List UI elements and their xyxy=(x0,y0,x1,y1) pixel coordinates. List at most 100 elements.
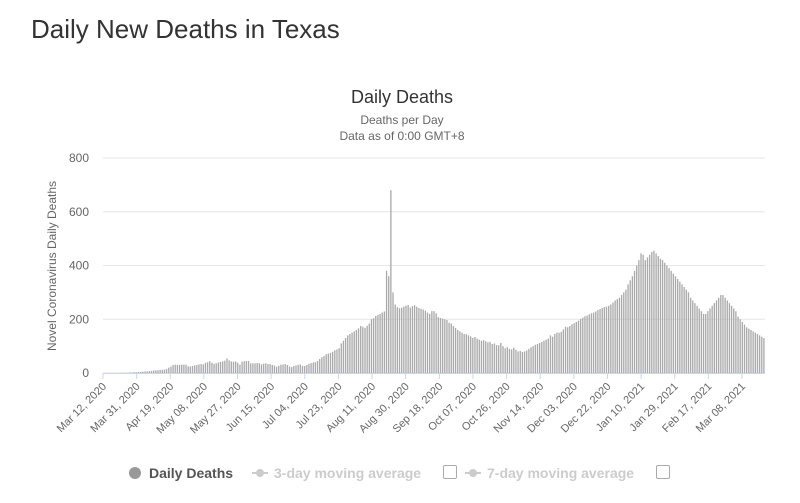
bar[interactable] xyxy=(344,338,347,373)
bar[interactable] xyxy=(461,332,463,373)
bar[interactable] xyxy=(191,366,194,373)
bar[interactable] xyxy=(528,348,530,373)
bar[interactable] xyxy=(610,304,612,373)
bar[interactable] xyxy=(752,331,754,373)
bar[interactable] xyxy=(564,326,567,373)
bar[interactable] xyxy=(219,361,222,373)
bar[interactable] xyxy=(364,327,366,373)
bar[interactable] xyxy=(515,349,517,373)
bar[interactable] xyxy=(258,363,261,373)
bar[interactable] xyxy=(319,359,321,373)
bar[interactable] xyxy=(480,340,483,373)
bar[interactable] xyxy=(150,370,153,373)
bar[interactable] xyxy=(243,361,245,373)
bar[interactable] xyxy=(700,311,703,373)
bar[interactable] xyxy=(275,366,278,373)
bar[interactable] xyxy=(226,358,228,373)
bar[interactable] xyxy=(715,300,718,373)
bar[interactable] xyxy=(431,311,433,373)
bar[interactable] xyxy=(702,313,705,374)
bar[interactable] xyxy=(672,273,675,373)
bar[interactable] xyxy=(347,335,349,374)
bar[interactable] xyxy=(545,339,547,373)
bar[interactable] xyxy=(306,364,308,373)
bar[interactable] xyxy=(502,346,504,374)
7-day-average-checkbox[interactable] xyxy=(656,465,670,479)
bar[interactable] xyxy=(536,343,539,373)
bar[interactable] xyxy=(282,364,284,373)
bar[interactable] xyxy=(437,317,439,373)
bar[interactable] xyxy=(355,330,358,373)
bar[interactable] xyxy=(293,366,295,373)
bar[interactable] xyxy=(234,361,237,373)
bar[interactable] xyxy=(426,312,429,373)
bar[interactable] xyxy=(280,364,282,373)
bar[interactable] xyxy=(224,360,226,373)
bar[interactable] xyxy=(722,295,724,373)
bar[interactable] xyxy=(554,334,556,373)
bar[interactable] xyxy=(498,345,500,373)
bar[interactable] xyxy=(452,325,455,373)
bar[interactable] xyxy=(254,363,256,373)
bar[interactable] xyxy=(450,323,452,373)
bar[interactable] xyxy=(316,360,319,373)
bar[interactable] xyxy=(271,364,273,373)
bar[interactable] xyxy=(756,334,759,373)
bar[interactable] xyxy=(491,343,493,373)
bar[interactable] xyxy=(413,305,416,373)
bar[interactable] xyxy=(567,327,569,373)
bar[interactable] xyxy=(627,284,629,373)
bar[interactable] xyxy=(416,306,418,373)
bar[interactable] xyxy=(284,364,286,373)
legend-item-7-day-average[interactable]: 7-day moving average xyxy=(465,462,634,484)
bar[interactable] xyxy=(741,321,744,373)
bar[interactable] xyxy=(398,308,401,373)
bar[interactable] xyxy=(222,361,224,373)
bar[interactable] xyxy=(705,313,707,374)
bar[interactable] xyxy=(394,304,396,373)
bar[interactable] xyxy=(730,305,733,373)
bar[interactable] xyxy=(148,371,151,373)
bar[interactable] xyxy=(165,369,168,373)
bar[interactable] xyxy=(159,370,161,373)
bar[interactable] xyxy=(469,336,472,373)
bar[interactable] xyxy=(260,364,263,373)
bar[interactable] xyxy=(299,364,301,373)
bar[interactable] xyxy=(620,295,623,373)
bar[interactable] xyxy=(758,335,761,374)
bar[interactable] xyxy=(247,360,250,373)
bar[interactable] xyxy=(241,361,243,373)
bar[interactable] xyxy=(245,360,248,373)
bar[interactable] xyxy=(144,371,146,373)
bar[interactable] xyxy=(232,361,235,373)
bar[interactable] xyxy=(551,336,554,373)
bar[interactable] xyxy=(495,345,498,373)
bar[interactable] xyxy=(377,314,379,373)
bar[interactable] xyxy=(331,351,334,373)
bar[interactable] xyxy=(605,306,608,373)
bar[interactable] xyxy=(612,302,614,373)
bar[interactable] xyxy=(405,305,407,373)
bar[interactable] xyxy=(360,325,362,373)
bar[interactable] xyxy=(325,354,327,373)
bar[interactable] xyxy=(646,257,649,373)
bar[interactable] xyxy=(439,317,442,373)
bar[interactable] xyxy=(418,307,420,373)
bar[interactable] xyxy=(739,319,741,373)
bar[interactable] xyxy=(720,295,722,373)
bar[interactable] xyxy=(560,331,562,373)
bar[interactable] xyxy=(349,334,351,373)
bar[interactable] xyxy=(534,344,537,373)
bar[interactable] xyxy=(429,313,431,374)
bar[interactable] xyxy=(657,256,659,373)
bar[interactable] xyxy=(153,370,155,373)
bar[interactable] xyxy=(459,331,461,373)
bar[interactable] xyxy=(571,324,573,373)
bar[interactable] xyxy=(217,362,220,373)
bar[interactable] xyxy=(489,341,491,373)
bar[interactable] xyxy=(142,371,144,373)
bar[interactable] xyxy=(754,332,756,373)
bar[interactable] xyxy=(385,270,388,374)
bar[interactable] xyxy=(679,281,681,374)
bar[interactable] xyxy=(215,363,217,373)
